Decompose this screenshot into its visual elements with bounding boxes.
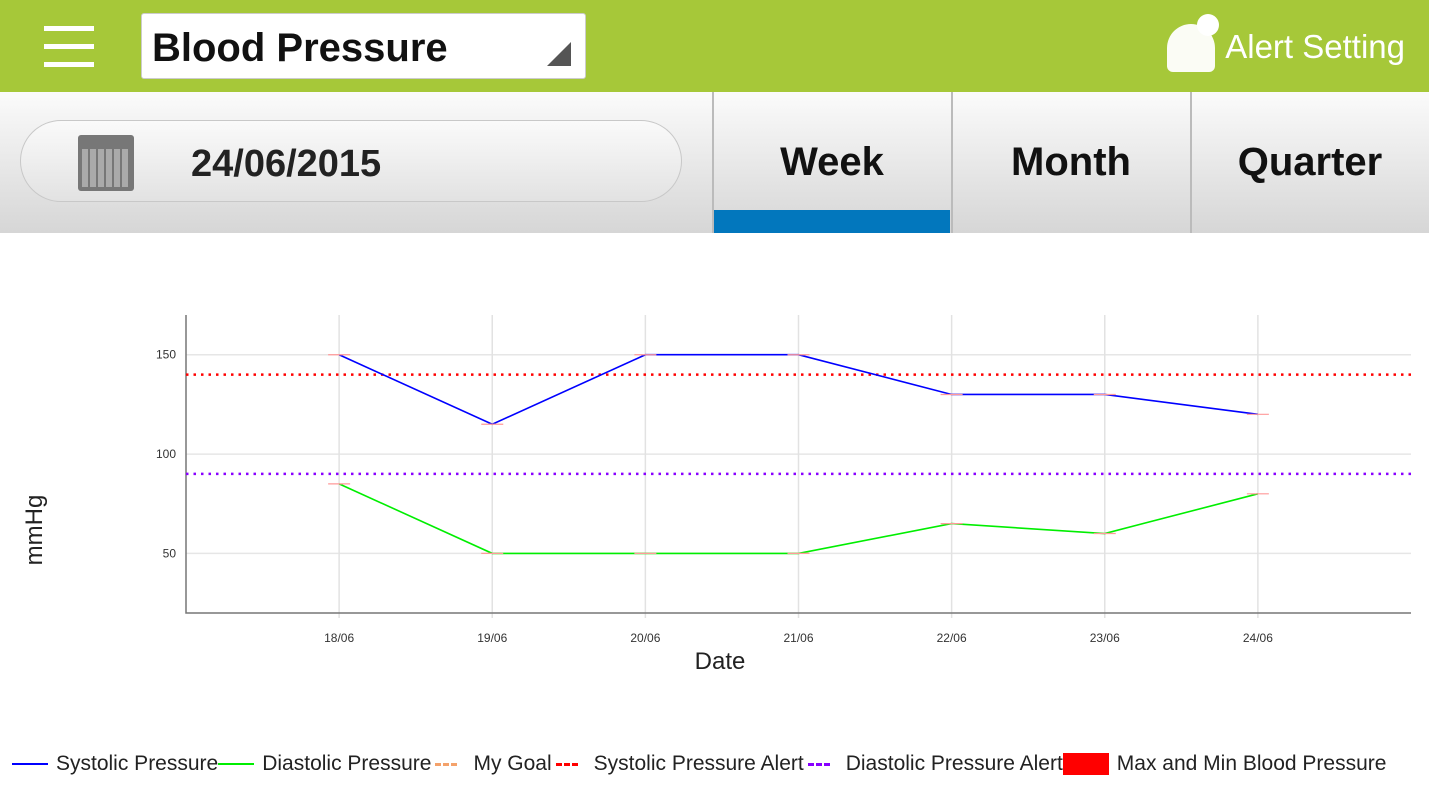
tab-month[interactable]: Month <box>951 92 1189 233</box>
y-tick-label: 50 <box>163 546 177 560</box>
legend-label: My Goal <box>473 752 552 775</box>
legend-label: Systolic Pressure <box>56 752 219 775</box>
bell-icon <box>1161 14 1221 80</box>
x-tick-label: 22/06 <box>937 631 967 645</box>
alert-setting-label: Alert Setting <box>1225 28 1405 65</box>
legend-label: Diastolic Pressure Alert <box>845 752 1063 775</box>
top-bar: Blood Pressure Alert Setting <box>0 0 1429 92</box>
legend-swatch <box>1062 753 1109 775</box>
dropdown-arrow-icon <box>547 42 571 66</box>
legend-item: Max and Min Blood Pressure <box>1062 752 1387 776</box>
legend-swatch <box>435 762 458 766</box>
legend-item: Systolic Pressure <box>12 752 218 776</box>
menu-icon[interactable] <box>44 26 94 68</box>
legend-item: My Goal <box>431 752 552 776</box>
x-tick-label: 20/06 <box>630 631 660 645</box>
tab-month-label: Month <box>1011 140 1131 184</box>
legend-swatch <box>12 763 48 765</box>
legend-item: Diastolic Pressure <box>218 752 431 776</box>
legend-swatch <box>807 762 830 766</box>
date-picker[interactable]: 24/06/2015 <box>20 120 682 202</box>
legend-label: Max and Min Blood Pressure <box>1116 752 1387 775</box>
legend-swatch <box>555 762 578 766</box>
tab-week-label: Week <box>780 140 884 184</box>
y-axis-label: mmHg <box>21 495 48 566</box>
x-tick-label: 19/06 <box>477 631 507 645</box>
legend-swatch <box>218 763 255 765</box>
date-value: 24/06/2015 <box>191 143 382 185</box>
x-tick-label: 24/06 <box>1243 631 1273 645</box>
axis-lines <box>185 315 1411 614</box>
y-tick-label: 150 <box>156 348 176 362</box>
systolic-pressure-line <box>338 353 1258 426</box>
legend-label: Systolic Pressure Alert <box>593 752 804 775</box>
tab-quarter-label: Quarter <box>1237 140 1383 184</box>
measurement-select-value: Blood Pressure <box>152 26 448 70</box>
legend-item: Systolic Pressure Alert <box>552 752 804 776</box>
x-tick-label: 21/06 <box>783 631 813 645</box>
x-tick-label: 23/06 <box>1090 631 1120 645</box>
legend-label: Diastolic Pressure <box>262 752 432 775</box>
x-axis-label: Date <box>695 648 746 675</box>
y-tick-label: 100 <box>156 447 176 461</box>
period-bar: 24/06/2015 Week Month Quarter <box>0 92 1429 233</box>
alert-setting-button[interactable]: Alert Setting <box>1161 14 1405 80</box>
tab-week[interactable]: Week <box>712 92 950 233</box>
measurement-select[interactable]: Blood Pressure <box>141 13 586 79</box>
x-tick-label: 18/06 <box>324 631 354 645</box>
calendar-icon <box>78 135 134 191</box>
diastolic-pressure-line <box>338 483 1259 555</box>
chart-legend: Systolic Pressure Diastolic Pressure My Go… <box>12 752 1386 776</box>
legend-item: Diastolic Pressure Alert <box>804 752 1063 776</box>
tab-quarter[interactable]: Quarter <box>1190 92 1428 233</box>
